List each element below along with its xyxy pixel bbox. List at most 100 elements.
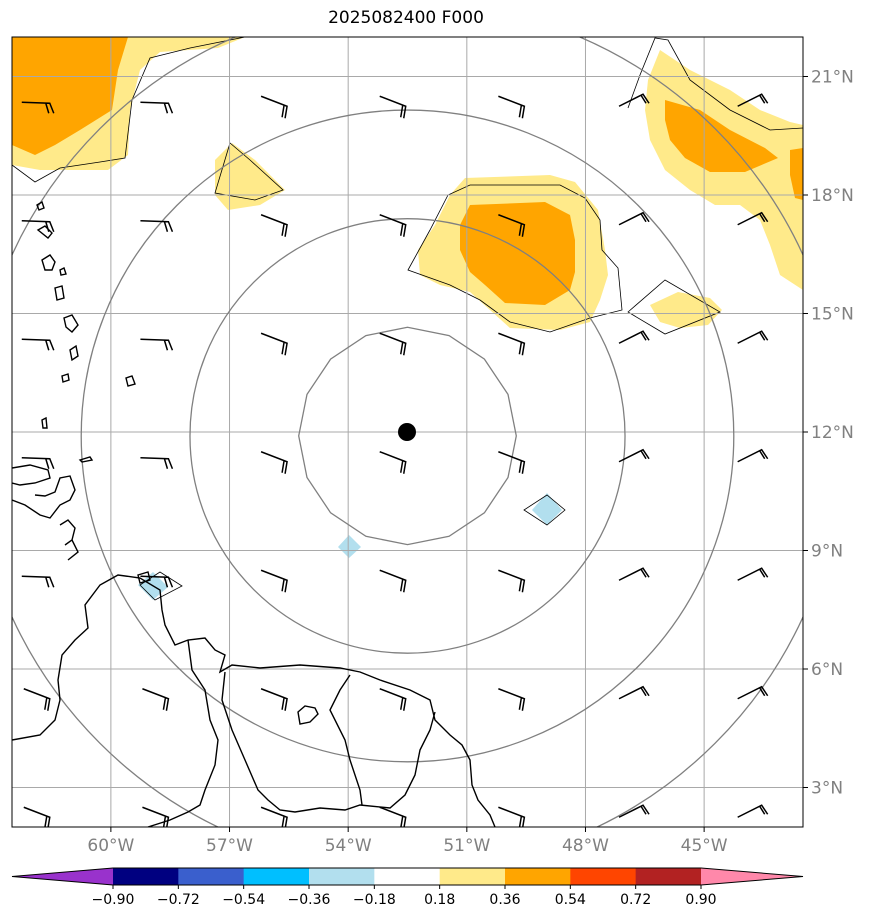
wind-barb [260,569,288,593]
wind-barb [379,688,407,711]
lon-label: 54°W [325,836,372,856]
shade-yellow-wc [215,143,285,210]
colorbar-bin [374,868,441,885]
lat-label: 15°N [811,305,854,325]
wind-barb [737,93,769,107]
colorbar-bin [178,868,245,885]
colorbar-label: 0.72 [620,892,651,908]
wind-barb [379,95,407,119]
wind-barb [21,338,55,351]
island-small [297,705,319,725]
map-title: 2025082400 F000 [328,8,484,28]
island-j [36,225,53,239]
lesser-antilles-3 [59,519,76,546]
island-d [125,375,136,387]
range-ring [298,326,517,546]
colorbar-label: −0.36 [288,892,331,908]
wind-barb [379,806,407,827]
colorbar-label: −0.72 [157,892,200,908]
colorbar-bin [113,868,179,885]
lon-label: 51°W [443,836,490,856]
island-i [59,267,67,276]
wind-barb [142,688,170,711]
wind-barb [737,211,769,226]
border-3 [329,674,363,806]
wind-barb [21,457,55,470]
wind-barb [21,220,55,233]
colorbar-label: 0.90 [685,892,716,908]
anomaly-shading [12,37,803,600]
longitude-labels: 60°W 57°W 54°W 51°W 48°W 45°W [87,827,728,856]
south-america-coast [12,574,496,827]
lat-label: 12°N [811,423,854,443]
wind-barb [737,804,769,818]
wind-barb [498,806,526,827]
shade-orange-ne2 [790,148,803,200]
wind-barb [498,332,526,356]
island-e [69,344,79,362]
lat-label: 21°N [811,68,854,88]
wind-barb [618,211,650,226]
lat-label: 18°N [811,186,854,206]
wind-barb [618,804,650,818]
colorbar-bin [505,868,571,885]
wind-barb [498,214,526,237]
island-h [41,254,56,271]
wind-barb [498,95,526,119]
colorbar-bin [309,868,375,885]
wind-barb [379,214,407,237]
lon-label: 48°W [562,836,609,856]
wind-barb [23,688,51,711]
wind-barb [140,101,174,114]
storm-center-marker [398,423,416,441]
lon-label: 57°W [206,836,253,856]
island-f [63,314,79,333]
latitude-labels: 21°N 18°N 15°N 12°N 9°N 6°N 3°N [803,68,854,799]
wind-barb [260,95,288,119]
wind-barb [737,448,769,463]
wind-barb [260,806,288,827]
wind-barb [498,688,526,711]
wind-barb [260,214,288,237]
lat-label: 6°N [811,660,843,680]
colorbar-label: 0.36 [489,892,520,908]
lat-label: 3°N [811,779,843,799]
wind-barb [260,332,288,356]
wind-barb [379,332,407,356]
wind-barb [23,806,51,827]
range-rings [12,37,803,827]
shade-yellow-e [650,292,722,328]
lesser-antilles-4 [67,539,79,561]
wind-barb [379,569,407,593]
colorbar-bin [570,868,637,885]
range-ring [189,218,626,654]
wind-barb [618,93,650,107]
wind-barb [737,567,769,581]
shade-orange-nw [12,37,128,155]
shade-orange-c [460,202,575,305]
wind-barbs [21,93,769,827]
colorbar-bin [439,868,506,885]
trinidad [137,571,151,584]
contour-lines [12,37,803,601]
colorbar-label: −0.54 [222,892,265,908]
graticule [12,37,803,827]
colorbar-label: −0.90 [92,892,135,908]
wind-barb [260,688,288,711]
wind-barb [618,448,650,463]
lesser-antilles-1 [12,464,51,486]
colorbar-bin [243,868,310,885]
range-ring [80,109,735,763]
lon-label: 60°W [87,836,134,856]
wind-barb [498,569,526,593]
coastline [12,200,496,827]
colorbar-label: −0.18 [353,892,396,908]
island-a [78,456,94,463]
colorbar: −0.90 −0.72 −0.54 −0.36 −0.18 0.18 0.36 0.54 0.7… [11,867,804,908]
wind-barb [498,451,526,474]
border-2 [221,671,436,813]
wind-barb [618,330,650,344]
wind-barb [140,457,174,470]
island-b [41,416,48,429]
